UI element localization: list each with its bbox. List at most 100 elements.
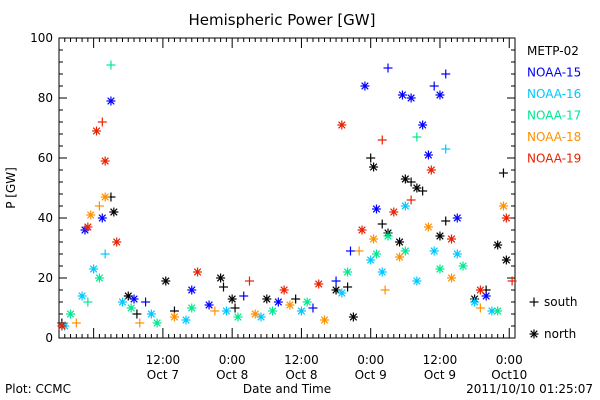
- north-point: [475, 285, 485, 295]
- series-noaa-16: [60, 144, 497, 331]
- north-point: [452, 249, 462, 259]
- north-point: [493, 306, 503, 316]
- legend-item: NOAA-15: [527, 66, 581, 80]
- south-point: [498, 168, 508, 178]
- south-point: [418, 186, 428, 196]
- north-point: [169, 312, 179, 322]
- north-point: [268, 306, 278, 316]
- south-point: [377, 219, 387, 229]
- north-point: [481, 291, 491, 301]
- south-point: [406, 195, 416, 205]
- south-point: [135, 318, 145, 328]
- north-point: [233, 312, 243, 322]
- legend-item: METP-02: [527, 44, 579, 58]
- y-tick-label: 60: [38, 151, 53, 165]
- south-point: [210, 306, 220, 316]
- series-legend: METP-02 NOAA-15 NOAA-16 NOAA-17 NOAA-18 NOAA-…: [527, 44, 581, 166]
- north-point: [320, 315, 330, 325]
- north-point: [314, 279, 324, 289]
- north-point: [250, 309, 260, 319]
- south-point: [230, 303, 240, 313]
- data-points: [57, 60, 517, 331]
- legend-item: NOAA-17: [527, 109, 581, 123]
- north-point: [296, 306, 306, 316]
- south-point: [354, 246, 364, 256]
- series-noaa-15: [80, 63, 491, 313]
- south-point: [475, 303, 485, 313]
- plot-credit: Plot: CCMC: [5, 382, 71, 396]
- x-tick-date-label: Oct 7: [147, 368, 179, 382]
- north-point: [285, 300, 295, 310]
- north-point: [400, 174, 410, 184]
- south-point: [441, 144, 451, 154]
- x-axis-label: Date and Time: [243, 382, 331, 396]
- north-point: [395, 252, 405, 262]
- north-point: [146, 309, 156, 319]
- north-point: [187, 285, 197, 295]
- south-point: [441, 216, 451, 226]
- chart-title: Hemispheric Power [GW]: [189, 11, 376, 29]
- x-tick-date-label: Oct 9: [424, 368, 456, 382]
- north-point: [377, 267, 387, 277]
- north-point: [126, 303, 136, 313]
- north-point: [452, 213, 462, 223]
- south-point: [406, 177, 416, 187]
- north-point: [112, 237, 122, 247]
- plot-timestamp: 2011/10/10 01:25:07: [466, 382, 593, 396]
- north-point: [152, 318, 162, 328]
- north-point: [100, 192, 110, 202]
- marker-legend-label: north: [544, 327, 576, 341]
- south-point: [94, 201, 104, 211]
- y-tick-label: 40: [38, 211, 53, 225]
- south-point: [141, 297, 151, 307]
- series-noaa-17: [66, 60, 503, 328]
- south-point: [291, 294, 301, 304]
- north-point: [337, 120, 347, 130]
- north-point: [129, 294, 139, 304]
- north-point: [369, 162, 379, 172]
- north-point: [458, 261, 468, 271]
- north-point: [106, 96, 116, 106]
- y-tick-label: 20: [38, 271, 53, 285]
- marker-legend-label: south: [544, 295, 578, 309]
- north-point: [86, 210, 96, 220]
- north-point: [216, 273, 226, 283]
- marker-legend: south north: [529, 295, 578, 341]
- north-point: [371, 249, 381, 259]
- north-point: [273, 297, 283, 307]
- y-axis-ticks: 0 20 40 60 80 100: [30, 31, 515, 345]
- south-point: [100, 249, 110, 259]
- north-point: [181, 315, 191, 325]
- north-point: [348, 312, 358, 322]
- south-marker-icon: [529, 297, 539, 307]
- north-point: [357, 225, 367, 235]
- x-tick-date-label: Oct 8: [285, 368, 317, 382]
- south-point: [132, 309, 142, 319]
- north-point: [256, 312, 266, 322]
- north-point: [262, 294, 272, 304]
- north-point: [77, 291, 87, 301]
- north-point: [57, 321, 67, 331]
- north-point: [92, 126, 102, 136]
- north-point: [423, 150, 433, 160]
- south-point: [429, 81, 439, 91]
- legend-item: NOAA-19: [527, 152, 581, 166]
- north-point: [337, 288, 347, 298]
- south-point: [507, 276, 517, 286]
- north-point: [100, 156, 110, 166]
- north-point: [389, 207, 399, 217]
- south-point: [383, 63, 393, 73]
- north-point: [426, 165, 436, 175]
- south-point: [380, 285, 390, 295]
- x-tick-time-label: 0:00: [496, 353, 523, 367]
- north-point: [470, 297, 480, 307]
- north-point: [187, 303, 197, 313]
- north-point: [109, 207, 119, 217]
- north-point: [395, 237, 405, 247]
- y-tick-label: 0: [45, 331, 53, 345]
- south-point: [377, 135, 387, 145]
- north-point: [83, 222, 93, 232]
- south-point: [441, 69, 451, 79]
